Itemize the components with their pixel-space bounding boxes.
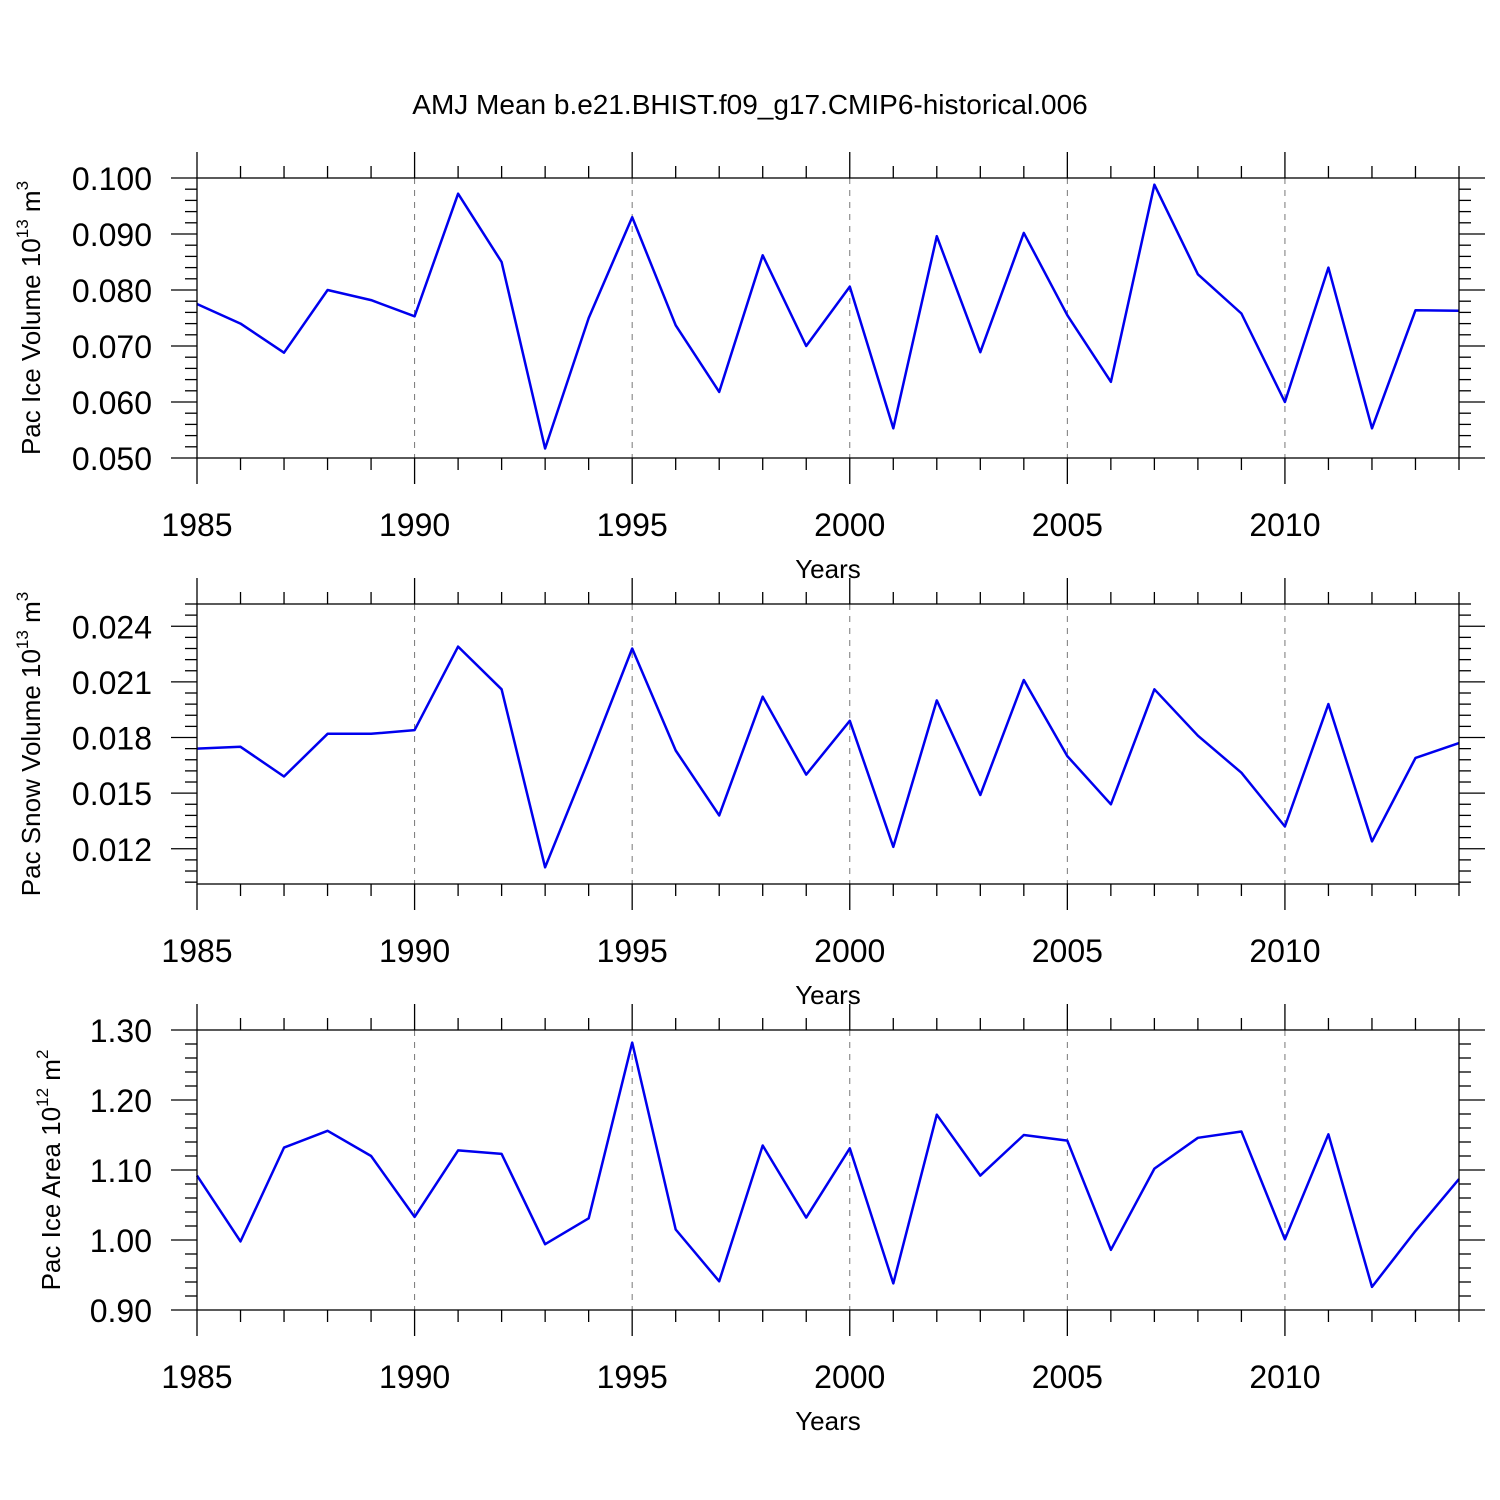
x-tick-label: 1990 [379,1359,450,1395]
x-axis-label: Years [795,1406,861,1436]
series-line [196,183,1460,450]
series-line [195,1041,1460,1289]
y-axis-label-exponent: 13 [13,219,32,238]
x-tick-label: 2005 [1032,1359,1103,1395]
x-tick-label: 2010 [1249,1359,1320,1395]
y-tick-label: 0.024 [72,609,152,645]
x-tick-label: 2005 [1032,507,1103,543]
y-tick-label: 0.100 [72,161,152,197]
x-tick-label: 1995 [597,507,668,543]
x-tick-label: 2010 [1249,507,1320,543]
y-tick-label: 0.070 [72,329,152,365]
y-tick-label: 0.015 [72,776,152,812]
y-axis-label-unit: m [16,601,46,630]
y-tick-label: 0.018 [72,721,152,757]
y-tick-label: 0.080 [72,273,152,309]
y-tick-label: 0.050 [72,441,152,477]
y-axis-label-text: Pac Ice Volume 10 [16,238,46,455]
x-axis-label: Years [795,554,861,584]
panel-1: 1985 1990 1995 2000 2005 2010 Years 0.050 0.060 0… [13,152,1485,584]
y-tick-label: 0.90 [90,1293,152,1329]
y-axis-label: Pac Ice Volume 1013 m3 [13,181,46,455]
panel-3: 1985 1990 1995 2000 2005 2010 Years 0.90 1.00 1.1… [33,1004,1485,1436]
y-axis-label-unit-exponent: 3 [13,592,32,601]
y-axis-label-unit: m [36,1059,66,1088]
chart-title: AMJ Mean b.e21.BHIST.f09_g17.CMIP6-histo… [412,89,1087,120]
x-tick-label: 2005 [1032,933,1103,969]
y-tick-label: 1.30 [90,1013,152,1049]
plot-frame [196,1029,1460,1311]
x-tick-label: 1995 [597,933,668,969]
y-tick-label: 0.012 [72,832,152,868]
y-axis-label-text: Pac Ice Area 10 [36,1107,66,1291]
x-tick-label: 2000 [814,507,885,543]
y-axis-label-exponent: 13 [13,630,32,649]
plot-frame [196,603,1460,885]
x-tick-label: 1995 [597,1359,668,1395]
y-tick-label: 1.10 [90,1153,152,1189]
y-axis-label-unit-exponent: 3 [13,181,32,190]
x-tick-label: 2000 [814,933,885,969]
series-line [196,645,1460,869]
x-tick-label: 1990 [379,933,450,969]
panel-2: 1985 1990 1995 2000 2005 2010 Years 0.012 0.015 0… [13,578,1485,1010]
y-tick-label: 0.021 [72,665,152,701]
x-tick-label: 2000 [814,1359,885,1395]
x-axis-label: Years [795,980,861,1010]
plot-frame [196,177,1460,459]
x-tick-label: 1985 [161,1359,232,1395]
y-tick-label: 0.060 [72,385,152,421]
y-axis-label: Pac Snow Volume 1013 m3 [13,592,46,896]
x-tick-label: 1985 [161,507,232,543]
y-tick-label: 1.20 [90,1083,152,1119]
y-axis-label-exponent: 12 [33,1088,52,1107]
x-tick-label: 1985 [161,933,232,969]
y-axis-label-unit-exponent: 2 [33,1050,52,1059]
x-tick-label: 2010 [1249,933,1320,969]
y-axis-label-unit: m [16,190,46,219]
y-tick-label: 0.090 [72,217,152,253]
y-axis-label-text: Pac Snow Volume 10 [16,649,46,896]
y-axis-label: Pac Ice Area 1012 m2 [33,1050,66,1291]
x-tick-label: 1990 [379,507,450,543]
y-tick-label: 1.00 [90,1223,152,1259]
panels: 1985 1990 1995 2000 2005 2010 Years 0.050 0.060 0… [13,152,1485,1436]
